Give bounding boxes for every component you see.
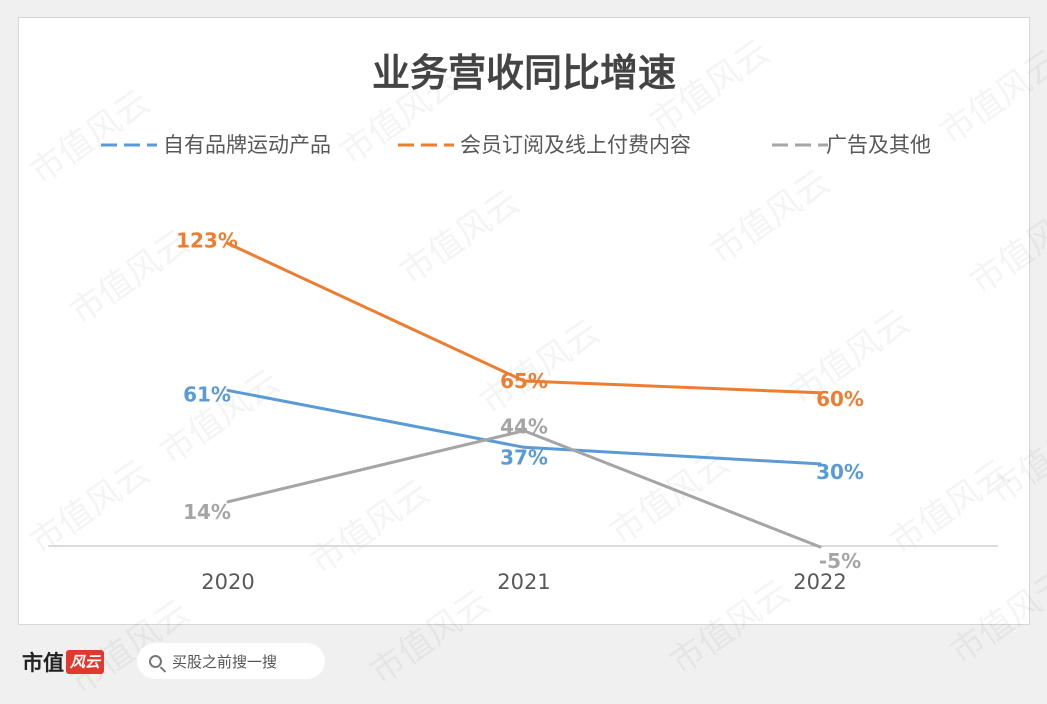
data-point (226, 241, 230, 245)
data-point (522, 445, 526, 449)
data-point (226, 388, 230, 392)
data-label: 30% (816, 460, 864, 484)
data-point (818, 391, 822, 395)
x-tick-label: 2020 (201, 570, 254, 594)
search-placeholder: 买股之前搜一搜 (172, 652, 278, 671)
data-point (226, 500, 230, 504)
data-point (818, 545, 822, 549)
data-label: 61% (183, 382, 231, 406)
data-label: 37% (500, 445, 548, 469)
brand-logo: 市值 风云 (22, 647, 105, 677)
data-label: 65% (500, 369, 548, 393)
data-label: 14% (183, 500, 231, 524)
chart-title: 业务营收同比增速 (372, 51, 676, 95)
legend-label: 广告及其他 (826, 133, 931, 157)
data-point (522, 429, 526, 433)
x-tick-label: 2021 (497, 570, 550, 594)
search-icon (149, 654, 162, 668)
legend-label: 自有品牌运动产品 (163, 133, 331, 157)
data-point (818, 462, 822, 466)
brand-logo-mark: 风云 (66, 650, 105, 674)
brand-text: 市值 (22, 650, 64, 675)
data-label: -5% (819, 549, 861, 573)
data-label: 44% (500, 415, 548, 439)
legend-label: 会员订阅及线上付费内容 (460, 133, 691, 157)
data-point (522, 379, 526, 383)
data-label: 123% (176, 228, 238, 252)
search-box[interactable]: 买股之前搜一搜 (137, 643, 325, 679)
x-tick-label: 2022 (793, 570, 846, 594)
data-label: 60% (816, 387, 864, 411)
chart-panel (18, 17, 1030, 625)
